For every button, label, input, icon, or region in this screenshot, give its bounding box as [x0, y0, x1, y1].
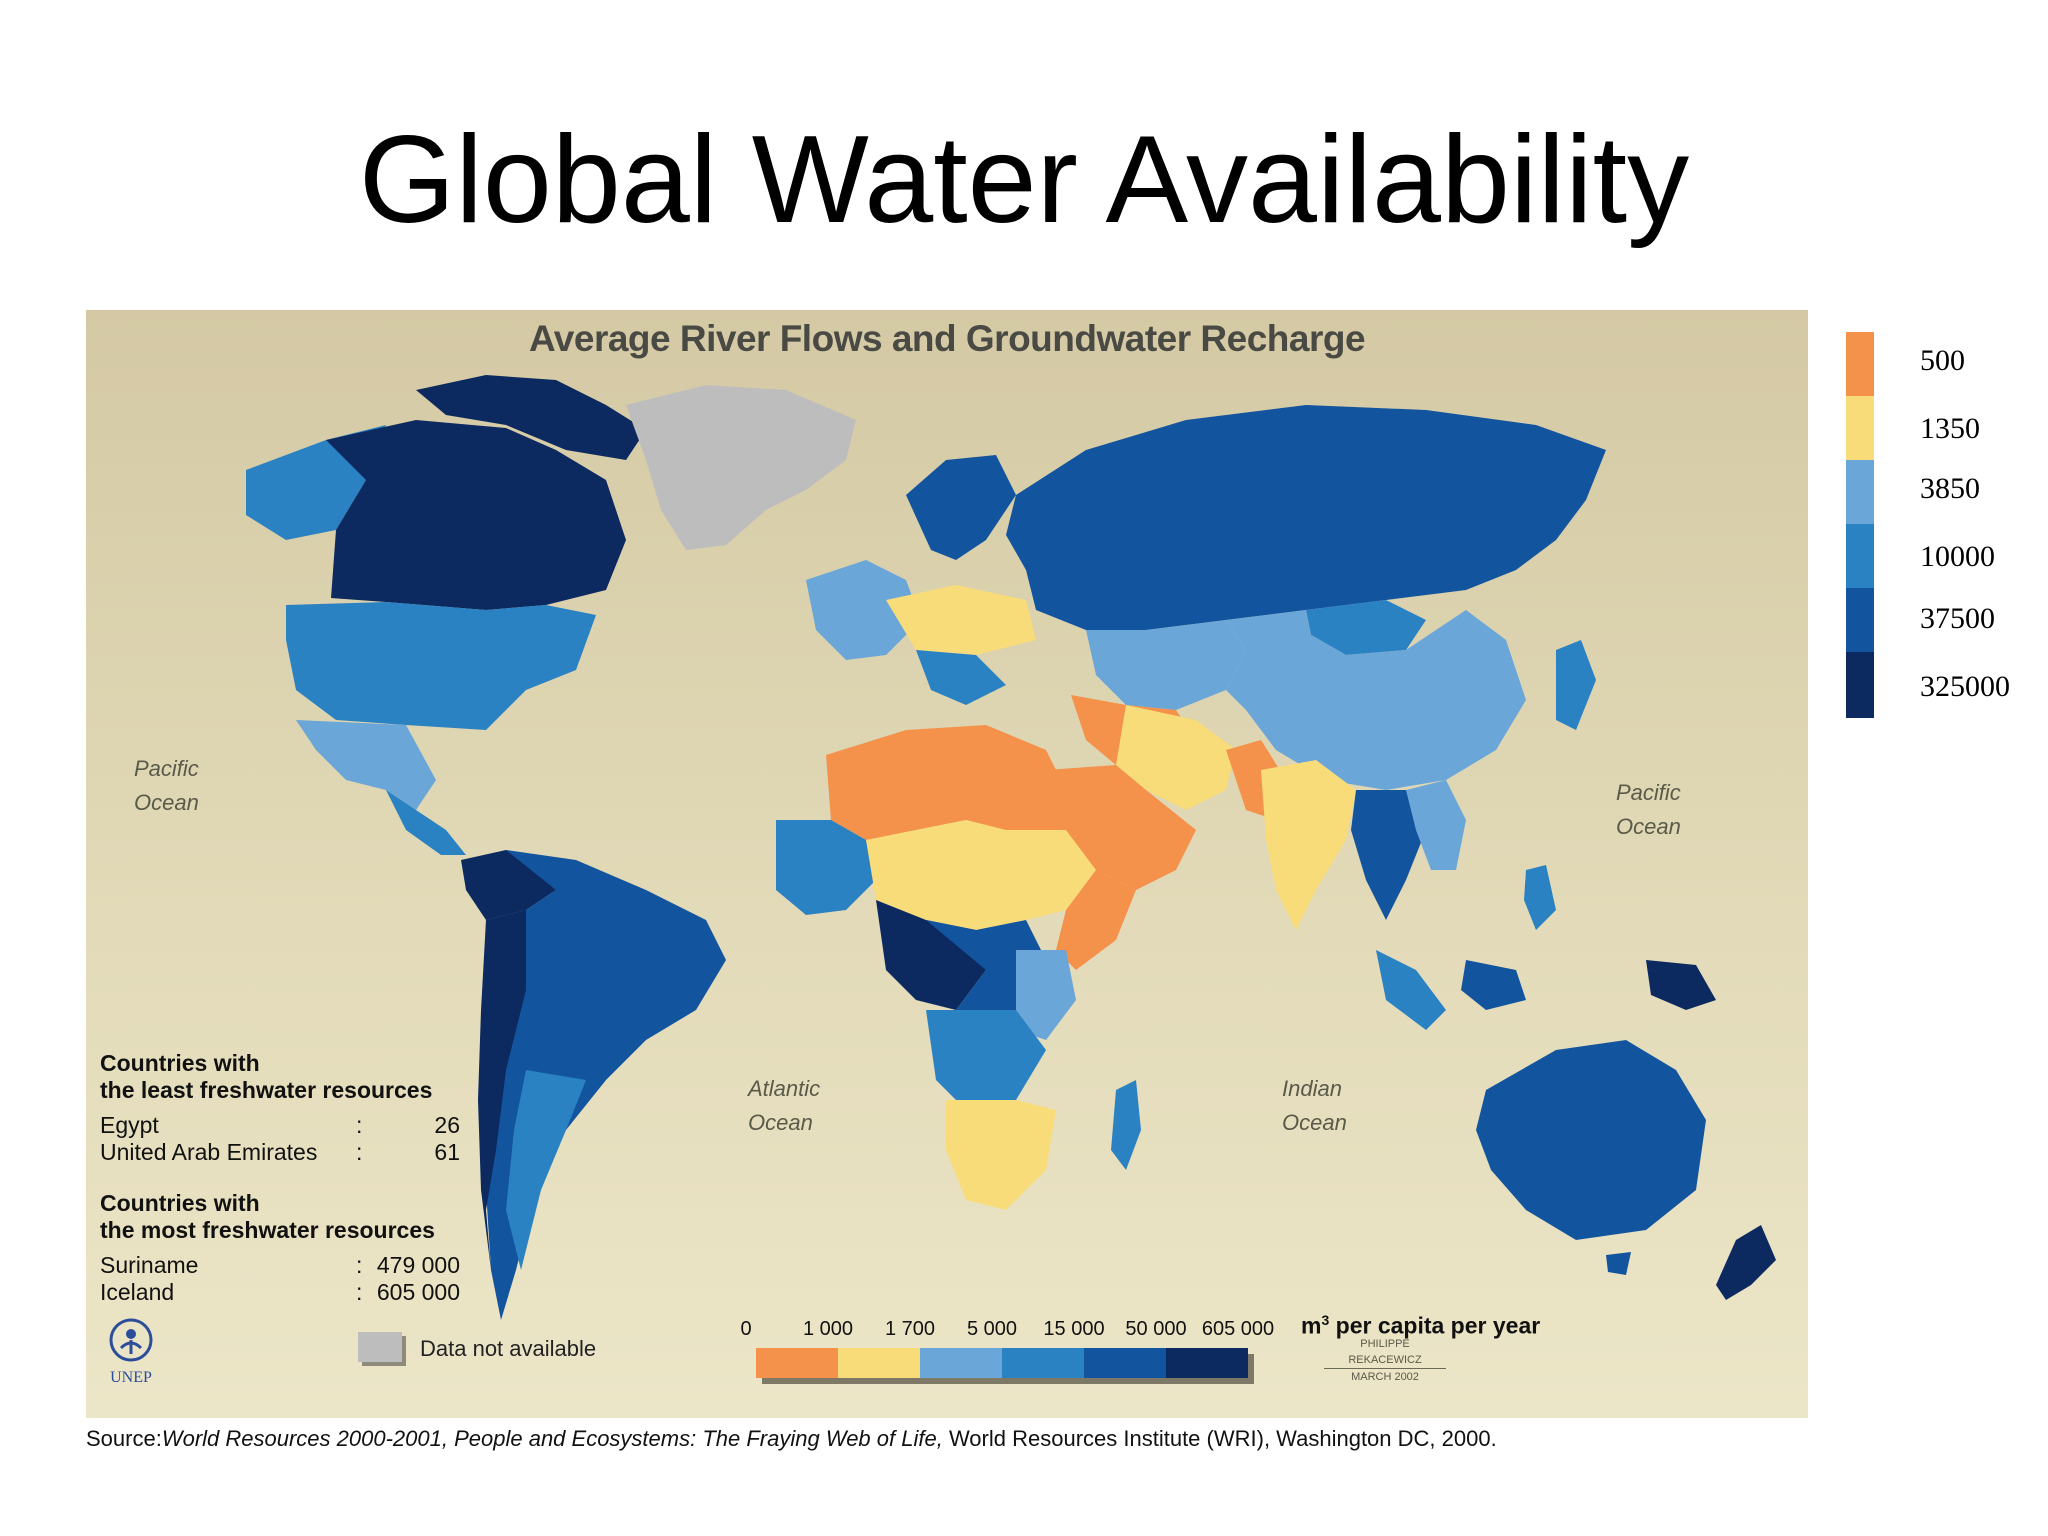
scale-tick: 50 000	[1125, 1318, 1187, 1340]
scale-tick: 605 000	[1201, 1318, 1275, 1340]
region-greenland	[626, 385, 856, 550]
region-horn-of-africa	[1056, 870, 1136, 970]
region-iran	[1116, 705, 1236, 810]
region-balkans	[916, 650, 1006, 705]
region-sahel	[866, 820, 1096, 930]
region-argentina	[506, 1070, 586, 1270]
region-japan	[1556, 640, 1596, 730]
legend-swatch	[1846, 460, 1874, 524]
scale-swatch	[1002, 1348, 1084, 1378]
ocean-label-pacific-west: Pacific Ocean	[134, 756, 199, 815]
region-madagascar	[1111, 1080, 1141, 1170]
legend-label: 3850	[1920, 472, 1980, 505]
no-data-label: Data not available	[420, 1336, 597, 1361]
scale-tick: 1 000	[802, 1318, 854, 1340]
scale-swatch	[1084, 1348, 1166, 1378]
region-papua	[1646, 960, 1716, 1010]
most-row-suriname: Suriname : 479 000	[100, 1252, 460, 1278]
scale-color-bar	[756, 1348, 1254, 1384]
unep-logo-icon	[109, 1318, 153, 1362]
least-row-uae: United Arab Emirates : 61	[100, 1139, 460, 1165]
region-arabia	[1046, 765, 1196, 890]
region-eastern-europe	[886, 585, 1036, 655]
scale-tick-labels: 0 1 000 1 700 5 000 15 000 50 000 605 00…	[740, 1318, 1386, 1344]
region-indonesia-east	[1461, 960, 1526, 1010]
region-central-asia	[1086, 620, 1246, 710]
region-china	[1226, 610, 1526, 790]
most-heading-1: Countries with	[100, 1190, 260, 1216]
region-central-america	[386, 790, 466, 855]
scale-tick: 15 000	[1043, 1318, 1105, 1340]
legend-swatch	[1846, 396, 1874, 460]
region-south-america-west	[478, 910, 526, 1270]
ocean-label-indian: Indian Ocean	[1282, 1076, 1347, 1135]
region-tasmania	[1606, 1252, 1631, 1275]
map-credit: PHILIPPE REKACEWICZ MARCH 2002	[1324, 1336, 1446, 1385]
legend-swatch	[1846, 652, 1874, 718]
region-western-europe	[806, 560, 921, 660]
legend-swatch	[1846, 332, 1874, 396]
region-mongolia	[1306, 600, 1426, 655]
region-new-zealand	[1716, 1225, 1776, 1300]
legend-label: 37500	[1920, 602, 1995, 635]
scale-swatch	[838, 1348, 920, 1378]
scale-tick: 1 700	[884, 1318, 936, 1340]
map-panel: Average River Flows and Groundwater Rech…	[86, 310, 1808, 1418]
legend-color-bar	[1846, 332, 1874, 718]
legend-label: 1350	[1920, 412, 1980, 445]
legend-swatch	[1846, 524, 1874, 588]
scale-unit-label: m3 per capita per year	[1301, 1312, 1541, 1339]
legend-label: 325000	[1920, 670, 2010, 703]
scale-tick: 5 000	[966, 1318, 1018, 1340]
scale-swatch	[920, 1348, 1002, 1378]
region-west-africa	[776, 820, 876, 915]
region-indonesia	[1376, 950, 1446, 1030]
least-heading-2: the least freshwater resources	[100, 1077, 433, 1103]
region-philippines	[1524, 865, 1556, 930]
most-heading-2: the most freshwater resources	[100, 1217, 435, 1243]
source-citation: Source:World Resources 2000-2001, People…	[86, 1426, 1497, 1451]
no-data-swatch	[358, 1332, 402, 1362]
least-resources-box: Countries with the least freshwater reso…	[100, 1050, 460, 1166]
least-row-egypt: Egypt : 26	[100, 1112, 460, 1138]
unep-logo-label: UNEP	[110, 1369, 152, 1386]
ocean-label-pacific-east: Pacific Ocean	[1616, 780, 1681, 839]
region-russia	[1006, 405, 1606, 630]
legend-swatch	[1846, 588, 1874, 652]
unep-logo: UNEP	[104, 1318, 158, 1387]
most-resources-box: Countries with the most freshwater resou…	[100, 1190, 460, 1306]
region-north-africa	[826, 725, 1066, 840]
region-australia	[1476, 1040, 1706, 1240]
region-scandinavia	[906, 455, 1016, 560]
slide-title: Global Water Availability	[358, 111, 1690, 249]
region-mexico	[296, 720, 436, 810]
region-southern-africa-mid	[926, 1010, 1046, 1110]
region-southern-africa	[946, 1100, 1056, 1210]
map-title: Average River Flows and Groundwater Rech…	[528, 318, 1366, 359]
legend-label: 500	[1920, 344, 1965, 377]
scale-tick: 0	[740, 1318, 752, 1340]
least-heading-1: Countries with	[100, 1050, 260, 1076]
region-usa	[286, 602, 596, 730]
legend-label: 10000	[1920, 540, 1995, 573]
region-south-america	[481, 850, 726, 1320]
region-canada	[326, 420, 626, 610]
region-arctic-islands	[416, 375, 646, 460]
world-map	[246, 375, 1776, 1320]
region-india	[1261, 760, 1356, 930]
ocean-label-atlantic: Atlantic Ocean	[748, 1076, 821, 1135]
most-row-iceland: Iceland : 605 000	[100, 1279, 460, 1305]
region-east-africa	[1016, 950, 1076, 1040]
scale-swatch	[1166, 1348, 1248, 1378]
region-indochina	[1406, 780, 1466, 870]
scale-swatch	[756, 1348, 838, 1378]
region-southeast-asia	[1351, 790, 1426, 920]
